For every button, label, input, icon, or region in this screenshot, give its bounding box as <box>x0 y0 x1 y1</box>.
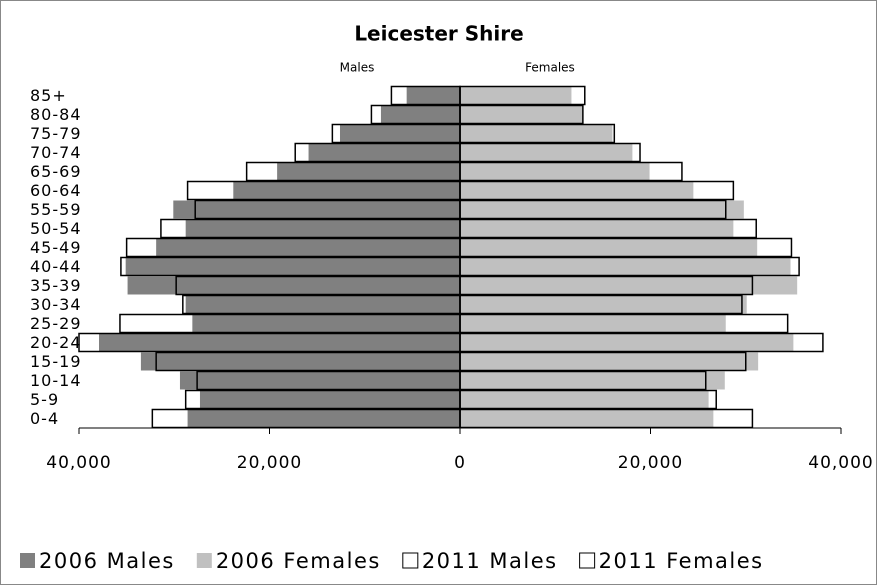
bar <box>460 371 725 390</box>
bar <box>185 219 460 238</box>
bar <box>339 124 460 143</box>
bar <box>140 352 460 371</box>
bar <box>460 181 694 200</box>
bar <box>406 86 460 105</box>
bar <box>308 143 460 162</box>
bar <box>460 86 572 105</box>
y-tick-label: 75-79 <box>30 124 82 143</box>
bar <box>460 314 726 333</box>
y-tick-label: 10-14 <box>30 371 82 390</box>
legend-swatch <box>196 553 212 568</box>
bar <box>185 295 460 314</box>
y-tick-label: 35-39 <box>30 276 82 295</box>
x-tick-label: 20,000 <box>237 453 302 473</box>
bar <box>199 390 460 409</box>
bar <box>460 238 758 257</box>
x-tick-label: 20,000 <box>618 453 683 473</box>
legend-swatch <box>402 552 419 569</box>
bar <box>233 181 460 200</box>
y-tick-label: 70-74 <box>30 143 82 162</box>
side-label: Males <box>340 61 375 75</box>
bar <box>460 143 633 162</box>
bar <box>179 371 460 390</box>
bar <box>277 162 460 181</box>
bar <box>99 333 460 352</box>
bar <box>125 257 461 276</box>
legend-label: 2011 Females <box>599 549 764 573</box>
bar <box>460 276 798 295</box>
y-tick-label: 20-24 <box>30 333 82 352</box>
y-tick-label: 50-54 <box>30 219 82 238</box>
bar <box>460 257 791 276</box>
bar <box>192 314 460 333</box>
bar <box>156 238 460 257</box>
bar <box>460 105 583 124</box>
x-tick-label: 40,000 <box>808 453 873 473</box>
legend-swatch <box>579 552 596 569</box>
bar <box>460 124 613 143</box>
x-tick-label: 40,000 <box>46 453 111 473</box>
legend-label: 2006 Females <box>216 549 381 573</box>
bar <box>460 162 650 181</box>
legend-label: 2011 Males <box>422 549 558 573</box>
y-tick-label: 15-19 <box>30 352 82 371</box>
y-tick-label: 25-29 <box>30 314 82 333</box>
legend-label: 2006 Males <box>39 549 175 573</box>
y-tick-label: 80-84 <box>30 105 82 124</box>
y-tick-label: 5-9 <box>30 390 59 409</box>
y-tick-label: 85+ <box>30 86 67 105</box>
bar <box>173 200 461 219</box>
bar <box>127 276 460 295</box>
bar <box>460 352 759 371</box>
bar <box>380 105 460 124</box>
bar <box>187 409 460 428</box>
x-tick-label: 0 <box>454 453 466 473</box>
y-tick-label: 60-64 <box>30 181 82 200</box>
y-tick-label: 30-34 <box>30 295 82 314</box>
bar <box>460 333 794 352</box>
bar <box>460 295 747 314</box>
y-tick-label: 40-44 <box>30 257 82 276</box>
y-tick-label: 0-4 <box>30 409 59 428</box>
y-tick-label: 65-69 <box>30 162 82 181</box>
legend-swatch <box>20 553 35 568</box>
y-tick-label: 45-49 <box>30 238 82 257</box>
bar <box>460 200 744 219</box>
y-tick-label: 55-59 <box>30 200 82 219</box>
chart-title: Leicester Shire <box>354 22 523 46</box>
side-label: Females <box>525 61 575 75</box>
bar <box>460 390 709 409</box>
bar <box>460 409 714 428</box>
bar <box>460 219 734 238</box>
